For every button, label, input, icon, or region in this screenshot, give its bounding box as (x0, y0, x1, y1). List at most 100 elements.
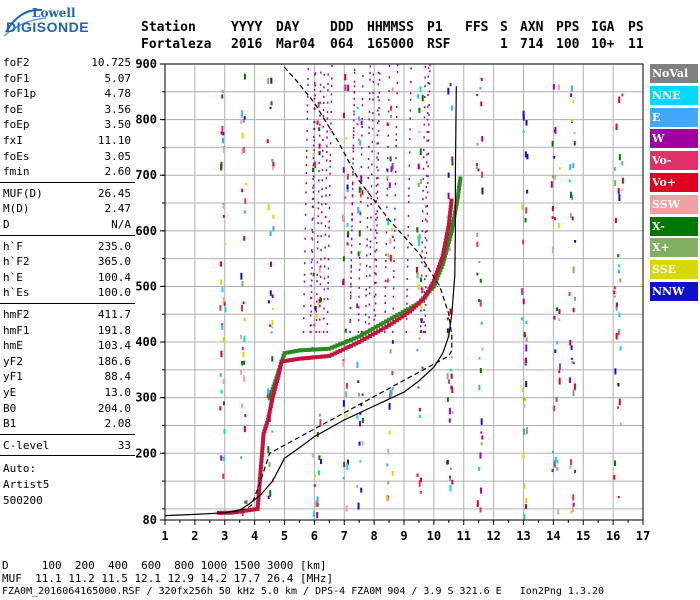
echo-point (427, 139, 430, 142)
echo-point (358, 230, 361, 237)
echo-point (358, 186, 361, 193)
echo-point (315, 300, 318, 303)
trace-point (330, 352, 335, 357)
header-label-ffs: FFS (465, 20, 489, 35)
echo-point (416, 227, 419, 233)
echo-point (374, 302, 377, 305)
echo-point (323, 298, 325, 301)
echo-point (525, 344, 528, 352)
echo-point (395, 115, 398, 118)
echo-point (393, 239, 396, 242)
echo-point (321, 168, 324, 171)
trace-point (378, 322, 383, 327)
echo-point (409, 128, 411, 131)
echo-point (378, 72, 381, 75)
echo-point (322, 330, 325, 333)
trace-point (309, 347, 314, 352)
echo-point (240, 120, 243, 125)
echo-point (241, 361, 244, 366)
trace-point (275, 378, 280, 383)
echo-point (351, 229, 353, 232)
echo-point (374, 236, 377, 239)
echo-point (303, 293, 305, 296)
legend-item-vo: Vo+ (650, 173, 698, 192)
echo-point (391, 370, 394, 376)
echo-point (426, 204, 429, 207)
echo-point (219, 373, 222, 377)
header-label-pps: PPS (556, 20, 580, 35)
trace-point (294, 357, 299, 362)
echo-point (447, 87, 450, 95)
echo-point (378, 120, 380, 123)
header-label-day: DAY (276, 20, 300, 35)
echo-point (368, 322, 370, 325)
echo-point (360, 165, 363, 168)
echo-point (477, 168, 480, 172)
trace-point (370, 326, 375, 331)
echo-point (525, 320, 528, 324)
echo-point (317, 302, 320, 309)
echo-point (342, 214, 345, 221)
header-value-axn: 714 (520, 37, 544, 52)
trace-point (291, 357, 296, 362)
echo-point (241, 188, 244, 193)
echo-point (351, 202, 354, 205)
echo-point (221, 89, 224, 93)
echo-point (328, 206, 331, 209)
trace-point (268, 392, 273, 397)
legend-item-w: W (650, 129, 698, 149)
echo-point (426, 161, 428, 164)
echo-point (619, 422, 622, 427)
echo-point (618, 269, 621, 274)
echo-point (312, 153, 315, 156)
trace-point (246, 508, 251, 513)
header-label-ddd: DDD (330, 20, 354, 35)
echo-point (446, 460, 449, 465)
echo-point (449, 368, 452, 372)
trace-point (437, 262, 442, 267)
echo-point (523, 428, 526, 436)
echo-point (330, 93, 333, 96)
echo-point (267, 300, 270, 304)
param-divider (0, 234, 135, 236)
echo-point (220, 279, 223, 285)
echo-point (358, 441, 361, 446)
echo-point (615, 332, 618, 340)
echo-point (448, 418, 451, 423)
trace-point (376, 329, 381, 334)
echo-point (357, 319, 360, 322)
echo-point (307, 83, 309, 86)
echo-point (313, 162, 315, 165)
echo-point (425, 196, 427, 199)
echo-point (572, 389, 575, 397)
echo-point (426, 239, 428, 242)
echo-point (325, 194, 327, 197)
trace-point (436, 264, 441, 269)
echo-point (386, 175, 389, 179)
echo-point (424, 96, 426, 99)
echo-point (329, 160, 332, 163)
echo-point (365, 288, 367, 291)
echo-point (429, 64, 431, 67)
echo-point (309, 304, 312, 307)
echo-point (327, 282, 329, 285)
echo-point (323, 317, 325, 320)
echo-point (613, 286, 616, 290)
echo-point (447, 192, 450, 200)
trace-point (260, 443, 265, 448)
echo-point (349, 297, 352, 300)
echo-point (269, 231, 272, 237)
echo-point (326, 145, 328, 148)
echo-point (317, 222, 319, 225)
echo-point (351, 194, 354, 197)
echo-point (320, 459, 323, 465)
echo-point (426, 220, 428, 223)
echo-point (521, 317, 524, 321)
echo-point (314, 73, 316, 76)
trace-point (445, 245, 450, 250)
echo-point (312, 177, 314, 180)
echo-point (271, 158, 274, 162)
param-label: h`Es (3, 286, 30, 300)
x-tick-label: 12 (486, 529, 500, 543)
echo-point (365, 264, 368, 267)
